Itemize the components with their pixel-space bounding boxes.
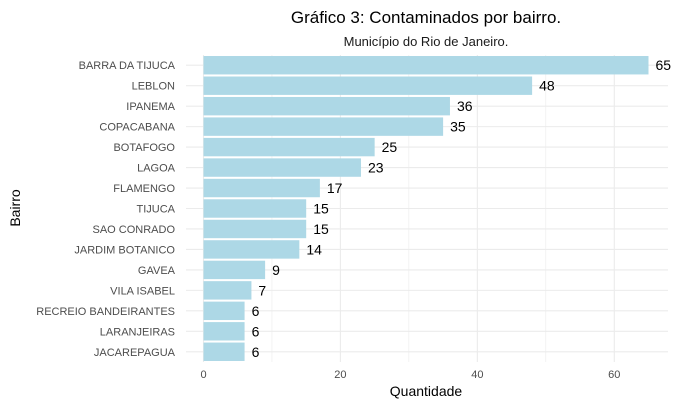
category-label: GAVEA (138, 265, 176, 277)
bar (203, 260, 266, 280)
x-axis-title: Quantidade (390, 383, 463, 399)
category-label: TIJUCA (137, 204, 176, 216)
chart-title: Gráfico 3: Contaminados por bairro. (291, 8, 561, 27)
data-label: 6 (252, 323, 260, 339)
data-label: 25 (382, 139, 398, 155)
data-label: 6 (252, 344, 260, 360)
bar (203, 281, 252, 300)
bar (203, 219, 307, 239)
x-tick-label: 0 (200, 369, 206, 381)
data-label: 9 (272, 262, 280, 278)
category-label: VILA ISABEL (110, 285, 175, 297)
data-label: 15 (313, 201, 329, 217)
data-label: 36 (457, 98, 473, 114)
bars (203, 56, 649, 361)
data-labels: 65 48 36 35 25 23 17 15 15 14 97 6 6 6 (252, 57, 672, 360)
category-label: LEBLON (132, 81, 175, 93)
bar (203, 96, 450, 116)
data-label: 35 (450, 119, 466, 135)
bar (203, 240, 300, 259)
bar (203, 301, 245, 321)
bar (203, 322, 245, 341)
data-label: 15 (313, 221, 329, 237)
bar (203, 342, 245, 361)
category-labels: BARRA DA TIJUCA LEBLON IPANEMA COPACABANA BO… (36, 60, 175, 359)
category-label: SAO CONRADO (92, 224, 175, 236)
x-tick-label: 20 (334, 369, 346, 381)
data-label: 6 (252, 303, 260, 319)
category-label: COPACABANA (99, 122, 175, 134)
data-label: 17 (327, 180, 343, 196)
data-label: 7 (258, 282, 266, 298)
data-label: 23 (368, 160, 384, 176)
category-label: BOTAFOGO (113, 142, 175, 154)
bar (203, 117, 444, 136)
x-tick-labels: 0 20 40 60 (200, 369, 620, 381)
bar (203, 199, 307, 218)
category-label: BARRA DA TIJUCA (79, 60, 176, 72)
category-label: FLAMENGO (113, 183, 175, 195)
bar (203, 178, 320, 198)
data-label: 48 (539, 78, 555, 94)
chart-subtitle: Município do Rio de Janeiro. (344, 34, 509, 49)
bar (203, 158, 361, 177)
data-label: 14 (306, 241, 322, 257)
bar (203, 76, 533, 95)
category-label: LARANJEIRAS (100, 326, 175, 338)
y-axis-title: Bairro (7, 189, 23, 227)
x-tick-label: 40 (471, 369, 483, 381)
bar (203, 137, 375, 157)
category-label: LAGOA (137, 163, 176, 175)
category-label: RECREIO BANDEIRANTES (36, 306, 175, 318)
data-label: 65 (656, 57, 672, 73)
category-label: JARDIM BOTANICO (74, 244, 175, 256)
bar (203, 56, 649, 75)
category-label: JACAREPAGUA (94, 347, 176, 359)
x-tick-label: 60 (608, 369, 620, 381)
category-label: IPANEMA (126, 101, 175, 113)
